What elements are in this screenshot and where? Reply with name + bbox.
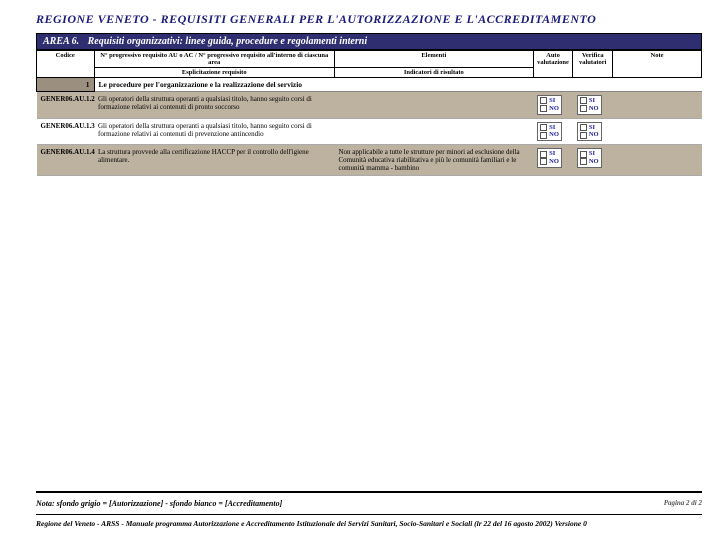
check-cell: SI NO (573, 145, 613, 176)
table-body: 1 Le procedure per l'organizzazione e la… (37, 78, 702, 176)
section-label: Le procedure per l'organizzazione e la r… (94, 78, 702, 92)
th-ver: Verifica valutatori (573, 51, 613, 78)
check-cell: SI NO (533, 92, 573, 119)
check-cell: SI NO (533, 145, 573, 176)
check-auto-col: SI NO (577, 122, 602, 142)
row-element: Non applicabile a tutte le strutture per… (334, 145, 533, 176)
footer-line2: Regione del Veneto - ARSS - Manuale prog… (36, 519, 702, 528)
th-note: Note (613, 51, 702, 78)
row-element (334, 92, 533, 119)
area-code: AREA 6. (43, 36, 79, 47)
checkbox-no[interactable]: NO (540, 158, 559, 166)
page-title: REGIONE VENETO - REQUISITI GENERALI PER … (36, 12, 702, 27)
row-requirement: Gli operatori della struttura operanti a… (94, 92, 334, 119)
row-code: GENER06.AU.1.2 (37, 92, 95, 119)
checkbox-si[interactable]: SI (540, 97, 559, 105)
section-row: 1 Le procedure per l'organizzazione e la… (37, 78, 702, 92)
area-header: AREA 6. Requisiti organizzativi: linee g… (36, 33, 702, 50)
row-requirement: La struttura provvede alla certificazion… (94, 145, 334, 176)
th-elem1: Elementi (334, 51, 533, 68)
table-row: GENER06.AU.1.3Gli operatori della strutt… (37, 118, 702, 145)
th-req2: Esplicitazione requisito (94, 68, 334, 78)
row-note (613, 118, 702, 145)
checkbox-no[interactable]: NO (580, 158, 599, 166)
area-label: Requisiti organizzativi: linee guida, pr… (88, 36, 367, 47)
checkbox-si[interactable]: SI (580, 124, 599, 132)
check-cell: SI NO (573, 92, 613, 119)
checkbox-no[interactable]: NO (580, 105, 599, 113)
checkbox-si[interactable]: SI (540, 124, 559, 132)
table-row: GENER06.AU.1.2Gli operatori della strutt… (37, 92, 702, 119)
th-code: Codice (37, 51, 95, 78)
th-auto: Auto valutazione (533, 51, 573, 78)
divider (36, 514, 702, 515)
check-auto-col: SI NO (537, 95, 562, 115)
row-code: GENER06.AU.1.3 (37, 118, 95, 145)
th-req1: N° progressivo requisito AU o AC / N° pr… (94, 51, 334, 68)
row-requirement: Gli operatori della struttura operanti a… (94, 118, 334, 145)
check-auto-col: SI NO (577, 95, 602, 115)
check-cell: SI NO (573, 118, 613, 145)
checkbox-no[interactable]: NO (540, 105, 559, 113)
page-footer: Nota: sfondo grigio = [Autorizzazione] -… (36, 491, 702, 528)
checkbox-si[interactable]: SI (540, 150, 559, 158)
row-element (334, 118, 533, 145)
row-note (613, 92, 702, 119)
check-auto-col: SI NO (577, 148, 602, 168)
requirements-table: Codice N° progressivo requisito AU o AC … (36, 50, 702, 176)
row-note (613, 145, 702, 176)
checkbox-si[interactable]: SI (580, 150, 599, 158)
section-num: 1 (37, 78, 95, 92)
checkbox-si[interactable]: SI (580, 97, 599, 105)
checkbox-no[interactable]: NO (540, 131, 559, 139)
table-row: GENER06.AU.1.4La struttura provvede alla… (37, 145, 702, 176)
footer-page: Pagina 2 di 2 (664, 499, 702, 508)
check-auto-col: SI NO (537, 122, 562, 142)
checkbox-no[interactable]: NO (580, 131, 599, 139)
divider (36, 491, 702, 493)
check-auto-col: SI NO (537, 148, 562, 168)
check-cell: SI NO (533, 118, 573, 145)
footer-nota: Nota: sfondo grigio = [Autorizzazione] -… (36, 499, 282, 508)
row-code: GENER06.AU.1.4 (37, 145, 95, 176)
th-elem2: Indicatori di risultato (334, 68, 533, 78)
